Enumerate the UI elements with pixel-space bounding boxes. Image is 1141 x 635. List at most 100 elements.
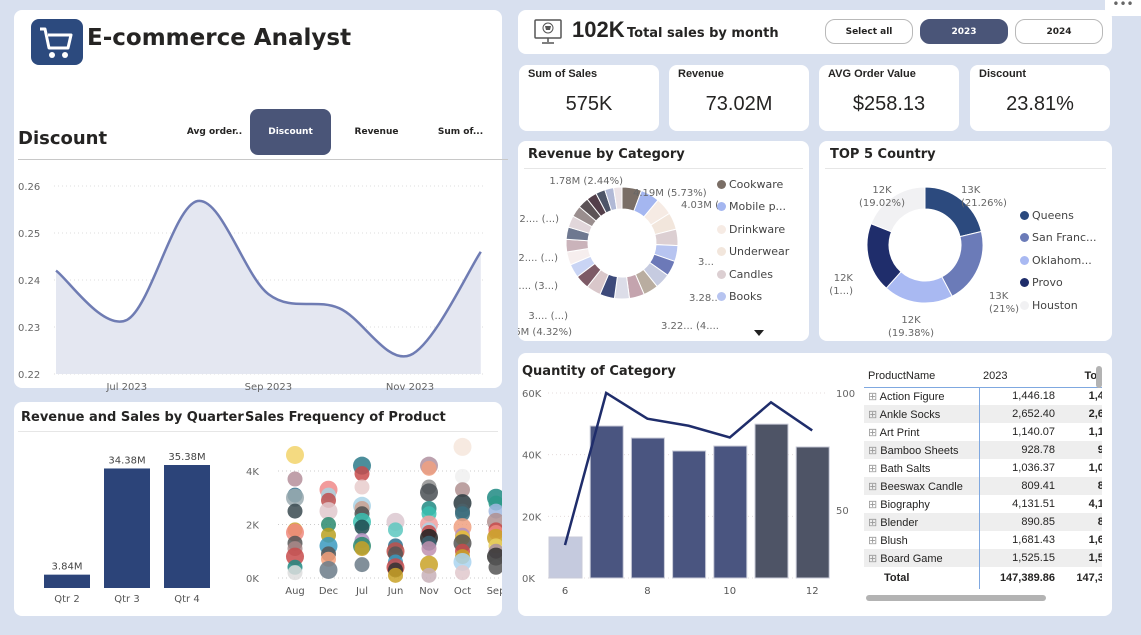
table-cell: 1,14 — [1088, 426, 1102, 438]
expand-icon[interactable]: ⊞ — [868, 390, 880, 403]
bubble — [421, 460, 437, 476]
table-row[interactable]: ⊞ Bath Salts 1,036.37 1,03 — [864, 459, 1102, 477]
product-table: ProductName 2023 Total ⊞ Action Figure 1,446… — [864, 365, 1102, 607]
data-label: 3... (...) — [698, 257, 718, 268]
table-vertical-scrollbar[interactable] — [1096, 366, 1102, 388]
expand-icon[interactable]: ⊞ — [868, 426, 880, 439]
legend-label: Cookware — [729, 177, 784, 191]
table-row[interactable]: ⊞ Bamboo Sheets 928.78 92 — [864, 441, 1102, 459]
legend-item[interactable]: Books — [717, 286, 789, 309]
quantity-line — [563, 391, 813, 546]
y-tick-label: 0.26 — [18, 182, 40, 193]
table-cell: 1,681.43 — [978, 531, 1059, 549]
table-cell: 2,65 — [1088, 408, 1102, 420]
table-cell: 92 — [1097, 444, 1102, 456]
legend-item[interactable]: San Franc... — [1020, 227, 1097, 250]
y-tick-label: 0.22 — [18, 370, 40, 381]
table-row[interactable]: ⊞ Ankle Socks 2,652.40 2,65 — [864, 405, 1102, 423]
expand-icon[interactable]: ⊞ — [868, 462, 881, 475]
legend-item[interactable]: Candles — [717, 263, 789, 286]
legend-item[interactable]: Oklahom... — [1020, 249, 1097, 272]
legend-item[interactable]: Underwear — [717, 241, 789, 264]
table-row[interactable]: ⊞ Art Print 1,140.07 1,14 — [864, 423, 1102, 441]
data-label-percent: (19.38%) — [888, 328, 934, 339]
bubble — [319, 560, 338, 579]
metric-tab-0[interactable]: Avg order.. — [186, 127, 243, 137]
table-horizontal-scrollbar[interactable] — [866, 595, 1046, 601]
total-cell: Total — [884, 572, 910, 584]
bubble — [453, 437, 472, 456]
table-row[interactable]: ⊞ Blush 1,681.43 1,68 — [864, 531, 1102, 549]
expand-icon[interactable]: ⊞ — [868, 516, 881, 529]
bubble — [287, 471, 303, 487]
data-label: 4.03M (5.5...) — [681, 200, 718, 211]
legend-label: Mobile p... — [729, 200, 787, 214]
table-cell: ⊞ Beeswax Candle — [868, 480, 963, 493]
data-label: 35.38M — [168, 452, 205, 463]
table-row[interactable]: ⊞ Board Game 1,525.15 1,52 — [864, 549, 1102, 567]
x-tick-label: Qtr 2 — [54, 594, 79, 605]
category-slice — [612, 186, 623, 210]
year-filter-0[interactable]: Select all — [825, 19, 913, 44]
y-tick-label: 20K — [522, 512, 542, 523]
legend-item[interactable]: Provo — [1020, 272, 1097, 295]
kpi-value: $258.13 — [852, 93, 926, 115]
monitor-cart-icon — [534, 19, 562, 44]
table-cell: 1,44 — [1088, 390, 1102, 403]
table-cell: 1,140.07 — [978, 423, 1059, 441]
legend-item[interactable]: Mobile p... — [717, 196, 789, 219]
data-label-percent: (21%) — [989, 304, 1019, 315]
table-cell: ⊞ Blender — [868, 516, 919, 529]
quantity-combo-chart: 0K 20K 40K 60K 50 100 6 8 10 12 — [522, 389, 855, 597]
x-tick-label: 8 — [644, 586, 650, 597]
bubble — [354, 519, 370, 535]
table-cell: 2,652.40 — [978, 405, 1059, 423]
total-cell: 147,389.86 — [978, 567, 1059, 589]
data-label: 3.28... (4....) — [689, 293, 718, 304]
year-filter-2[interactable]: 2024 — [1015, 19, 1103, 44]
legend-marker — [1020, 278, 1029, 288]
bubble — [286, 523, 304, 542]
legend-label: Houston — [1032, 298, 1078, 312]
legend-item[interactable]: Houston — [1020, 294, 1097, 317]
country-slice — [870, 186, 926, 233]
expand-icon[interactable]: ⊞ — [868, 444, 881, 457]
data-label-value: 13K — [961, 185, 981, 196]
quarter-frequency-card: Revenue and Sales by Quarter Sales Frequ… — [14, 402, 502, 616]
expand-icon[interactable]: ⊞ — [868, 498, 881, 511]
legend-scroll-down-icon[interactable] — [754, 330, 764, 336]
kpi-value: 23.81% — [1006, 93, 1074, 115]
total-sales-value: 102K — [572, 17, 625, 42]
legend-item[interactable]: Queens — [1020, 204, 1097, 227]
metric-title: Discount — [18, 128, 108, 149]
table-row[interactable]: ⊞ Action Figure 1,446.18 1,44 — [864, 387, 1102, 405]
metric-tab-2[interactable]: Revenue — [354, 127, 399, 137]
quarter-bar-chart: 3.84M Qtr 2 34.38M Qtr 3 35.38M Qtr 4 — [44, 452, 210, 605]
metric-tab-1[interactable]: Discount — [250, 109, 331, 155]
frequency-chart-title: Sales Frequency of Product — [245, 410, 446, 425]
legend-item[interactable]: Drinkware — [717, 218, 789, 241]
table-row[interactable]: ⊞ Blender 890.85 89 — [864, 513, 1102, 531]
expand-icon[interactable]: ⊞ — [868, 534, 881, 547]
expand-icon[interactable]: ⊞ — [868, 408, 880, 421]
bubble — [488, 559, 502, 575]
expand-icon[interactable]: ⊞ — [868, 552, 881, 565]
bubble — [453, 552, 472, 571]
column-header[interactable]: 2023 — [983, 369, 1008, 382]
quantity-bar — [589, 425, 624, 579]
bubble — [420, 483, 438, 502]
table-row[interactable]: ⊞ Beeswax Candle 809.41 80 — [864, 477, 1102, 495]
table-row[interactable]: ⊞ Biography 4,131.51 4,13 — [864, 495, 1102, 513]
ellipsis-icon: ••• — [1112, 0, 1134, 11]
expand-icon[interactable]: ⊞ — [868, 480, 881, 493]
bubble — [354, 541, 370, 557]
metric-tab-3[interactable]: Sum of... — [437, 127, 484, 137]
bubble — [421, 567, 437, 583]
country-slice — [941, 230, 984, 297]
legend-item[interactable]: Cookware — [717, 173, 789, 196]
more-options-button[interactable]: ••• — [1105, 0, 1141, 16]
quarter-bar — [164, 465, 210, 588]
year-filter-1[interactable]: 2023 — [920, 19, 1008, 44]
column-header[interactable]: ProductName — [868, 369, 936, 382]
frequency-scatter-chart: 0K 2K 4K Aug Dec Jul Jun Nov Oct Sep — [246, 437, 502, 597]
